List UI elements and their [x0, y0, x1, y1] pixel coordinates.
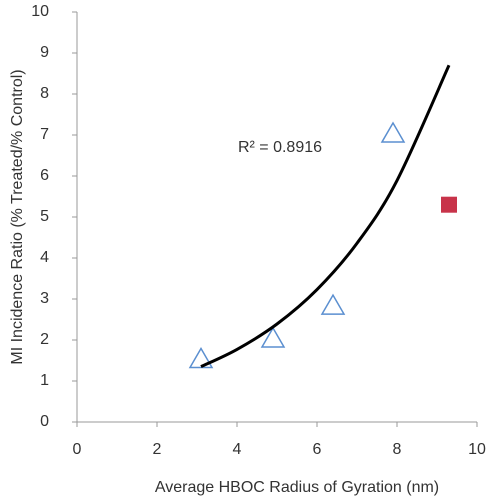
y-tick-label: 2	[40, 331, 49, 348]
y-axis-label: MI Incidence Ratio (% Treated/% Control)	[9, 69, 26, 364]
y-tick-label: 10	[31, 3, 49, 20]
y-tick-label: 6	[40, 167, 49, 184]
x-tick-label: 10	[468, 441, 486, 458]
y-tick-label: 8	[40, 85, 49, 102]
x-tick-label: 8	[393, 441, 402, 458]
x-axis-label: Average HBOC Radius of Gyration (nm)	[155, 479, 439, 496]
y-tick-label: 4	[40, 249, 49, 266]
y-tick-label: 0	[40, 413, 49, 430]
y-tick-label: 5	[40, 208, 49, 225]
point	[441, 196, 457, 213]
point	[260, 326, 286, 348]
point	[380, 121, 406, 143]
y-tick-label: 7	[40, 126, 49, 143]
y-tick-label: 1	[40, 372, 49, 389]
x-tick-label: 6	[313, 441, 322, 458]
trendline	[200, 64, 451, 369]
x-tick-label: 2	[153, 441, 162, 458]
y-tick-label: 3	[40, 290, 49, 307]
y-tick-label: 9	[40, 44, 49, 61]
x-tick-label: 4	[233, 441, 242, 458]
point	[188, 346, 214, 369]
x-tick-label: 0	[73, 441, 82, 458]
annotation: R² = 0.8916	[238, 139, 322, 156]
point	[320, 293, 346, 315]
